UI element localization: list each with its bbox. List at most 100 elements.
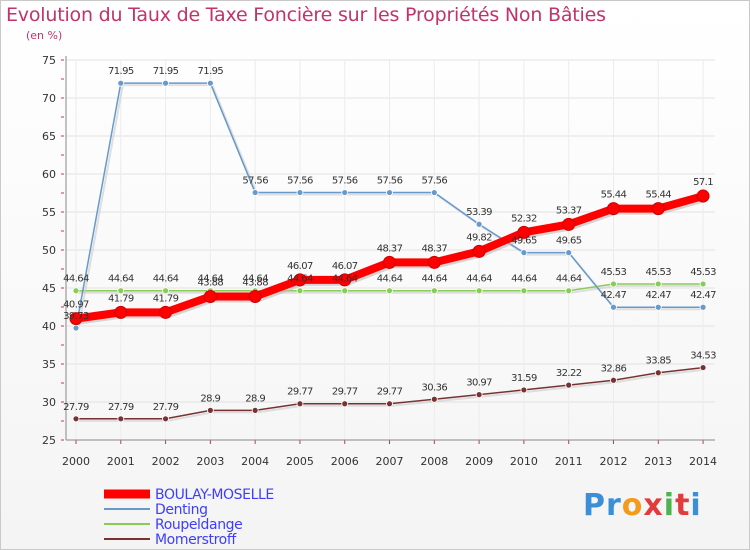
x-tick-label: 2007 xyxy=(376,455,404,468)
y-tick-label: 35 xyxy=(42,358,56,371)
data-label: 34.53 xyxy=(690,351,716,362)
y-tick-label: 70 xyxy=(42,92,56,105)
data-label: 44.64 xyxy=(511,274,537,285)
logo-letter: x xyxy=(643,488,664,523)
x-tick-label: 2000 xyxy=(62,455,90,468)
data-point xyxy=(430,395,438,403)
logo-letter: r xyxy=(606,488,622,523)
data-label: 32.22 xyxy=(556,368,582,379)
data-point xyxy=(430,287,438,295)
data-label: 29.77 xyxy=(332,387,358,398)
data-point xyxy=(472,244,486,258)
proxiti-logo: Proxiti xyxy=(583,488,702,523)
x-tick-label: 2004 xyxy=(241,455,269,468)
data-point xyxy=(386,189,393,196)
data-label: 44.64 xyxy=(153,274,179,285)
data-point xyxy=(565,249,573,257)
data-point xyxy=(341,189,349,196)
data-point xyxy=(654,369,662,377)
data-label: 32.86 xyxy=(601,363,627,374)
data-label: 44.64 xyxy=(287,274,313,285)
x-tick-label: 2002 xyxy=(152,455,180,468)
legend-label-boulay-moselle: BOULAY-MOSELLE xyxy=(155,487,274,503)
data-point xyxy=(699,303,707,311)
data-label: 71.95 xyxy=(153,66,179,77)
x-tick-label: 2011 xyxy=(555,455,583,468)
data-label: 44.64 xyxy=(63,274,89,285)
y-tick-label: 75 xyxy=(42,54,56,67)
y-tick-label: 65 xyxy=(42,130,56,143)
data-point xyxy=(206,79,214,87)
data-label: 57.56 xyxy=(377,176,403,187)
data-label: 44.64 xyxy=(332,274,358,285)
data-point xyxy=(338,273,352,287)
data-label: 46.07 xyxy=(287,261,313,272)
data-label: 57.1 xyxy=(693,177,713,188)
data-label: 30.97 xyxy=(466,378,492,389)
data-label: 39.73 xyxy=(63,311,89,322)
data-point xyxy=(72,324,80,332)
data-point xyxy=(517,225,531,239)
x-tick-label: 2001 xyxy=(107,455,135,468)
data-point xyxy=(162,287,169,295)
axes xyxy=(61,56,715,444)
data-label: 43.88 xyxy=(198,278,224,289)
x-tick-labels: 2000 2001 2002 2003 2004 2005 2006 2007 2008 2009… xyxy=(62,455,717,468)
data-point xyxy=(699,280,707,288)
data-label: 45.53 xyxy=(601,267,627,278)
legend-label-momerstroff: Momerstroff xyxy=(155,532,237,548)
x-tick-label: 2009 xyxy=(465,455,493,468)
data-point xyxy=(248,290,262,304)
data-point xyxy=(117,415,125,423)
data-label: 46.07 xyxy=(332,261,358,272)
data-label: 44.64 xyxy=(377,274,403,285)
data-point xyxy=(520,386,528,394)
y-tick-label: 30 xyxy=(42,396,56,409)
data-label: 42.47 xyxy=(645,290,671,301)
data-point xyxy=(296,189,304,196)
data-label: 71.95 xyxy=(198,66,224,77)
data-label: 53.39 xyxy=(466,207,492,218)
data-point xyxy=(203,290,217,304)
data-point xyxy=(520,287,528,295)
data-point xyxy=(475,391,483,399)
data-label: 49.65 xyxy=(511,236,537,247)
legend: BOULAY-MOSELLEDentingRoupeldangeMomerstr… xyxy=(104,487,274,548)
data-label: 44.64 xyxy=(242,274,268,285)
data-label: 44.64 xyxy=(421,274,447,285)
data-label: 33.85 xyxy=(645,356,671,367)
data-point xyxy=(159,305,173,319)
data-point xyxy=(651,202,665,216)
data-label: 30.36 xyxy=(421,382,447,393)
data-label: 48.37 xyxy=(421,243,447,254)
data-label: 49.82 xyxy=(466,232,492,243)
data-label: 55.44 xyxy=(645,190,671,201)
legend-label-denting: Denting xyxy=(155,502,208,518)
y-tick-label: 60 xyxy=(42,168,56,181)
logo-letter: t xyxy=(675,488,691,523)
data-point xyxy=(341,400,349,408)
data-point xyxy=(72,415,80,423)
data-label: 29.77 xyxy=(287,387,313,398)
data-label: 57.56 xyxy=(332,176,358,187)
data-point xyxy=(565,287,573,295)
data-label: 42.47 xyxy=(690,290,716,301)
data-point xyxy=(162,415,169,423)
data-label: 27.79 xyxy=(108,402,134,413)
data-point xyxy=(610,280,617,288)
data-label: 28.9 xyxy=(200,393,220,404)
logo-letter: i xyxy=(663,488,676,523)
data-label: 42.47 xyxy=(601,290,627,301)
y-tick-labels: 25 30 35 40 45 50 55 60 65 70 75 xyxy=(42,54,56,447)
data-point xyxy=(117,79,125,87)
data-label: 44.64 xyxy=(198,274,224,285)
legend-label-roupeldange: Roupeldange xyxy=(155,517,242,533)
data-point xyxy=(206,406,214,414)
data-label: 57.56 xyxy=(242,176,268,187)
data-label: 41.79 xyxy=(108,293,134,304)
y-tick-label: 45 xyxy=(42,282,56,295)
data-point xyxy=(565,381,573,389)
data-point xyxy=(69,312,83,326)
data-point xyxy=(162,79,169,87)
data-point xyxy=(117,287,125,295)
